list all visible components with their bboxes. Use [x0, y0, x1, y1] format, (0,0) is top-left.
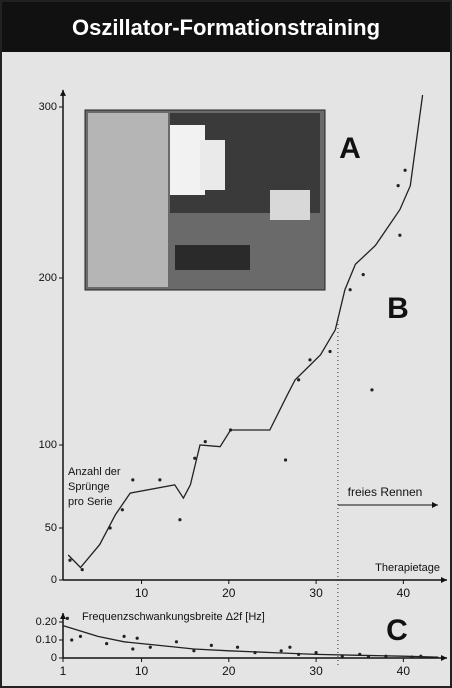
data-point: [70, 638, 73, 641]
annotation: C: [386, 614, 408, 647]
data-point: [358, 653, 361, 656]
x-tick-label: 20: [222, 664, 236, 678]
data-point: [297, 653, 300, 656]
data-point: [341, 655, 344, 658]
data-point: [398, 234, 401, 237]
photo: [85, 110, 325, 290]
data-point: [175, 640, 178, 643]
x-tick-label: 20: [222, 586, 236, 600]
y-tick-label: 0: [51, 574, 57, 586]
data-point: [384, 655, 387, 658]
chart-title: Oszillator-Formationstraining: [72, 15, 380, 40]
data-point: [193, 457, 196, 460]
phase-label: freies Rennen: [348, 485, 423, 499]
data-point: [314, 651, 317, 654]
data-point: [68, 559, 71, 562]
data-point: [81, 568, 84, 571]
data-point: [66, 617, 69, 620]
data-point: [236, 646, 239, 649]
data-point: [419, 655, 422, 658]
data-point: [253, 651, 256, 654]
x-tick-label: 40: [397, 664, 411, 678]
data-point: [131, 478, 134, 481]
data-point: [79, 635, 82, 638]
data-point: [404, 169, 407, 172]
data-point: [397, 184, 400, 187]
data-point: [410, 656, 413, 659]
data-point: [328, 350, 331, 353]
data-point: [192, 649, 195, 652]
data-point: [105, 642, 108, 645]
y-tick-label: 0.20: [36, 616, 57, 628]
data-point: [210, 644, 213, 647]
x-tick-label: 30: [309, 664, 323, 678]
data-point: [349, 288, 352, 291]
y-axis-label: Sprünge: [68, 481, 110, 493]
data-point: [178, 518, 181, 521]
frame: [1, 1, 451, 687]
data-point: [229, 428, 232, 431]
data-point: [149, 646, 152, 649]
data-point: [284, 458, 287, 461]
annotation: B: [387, 292, 409, 325]
y-axis-label: pro Serie: [68, 496, 113, 508]
y-axis-label: Frequenzschwankungsbreite Δ2f [Hz]: [82, 611, 265, 623]
data-point: [121, 508, 124, 511]
data-point: [367, 656, 370, 659]
x-tick-label: 10: [135, 586, 149, 600]
data-point: [280, 649, 283, 652]
data-point: [362, 273, 365, 276]
annotation: A: [339, 132, 361, 165]
data-point: [308, 358, 311, 361]
data-point: [288, 646, 291, 649]
data-point: [131, 647, 134, 650]
data-point: [158, 478, 161, 481]
data-point: [109, 526, 112, 529]
y-tick-label: 0.10: [36, 634, 57, 646]
data-point: [297, 378, 300, 381]
y-tick-label: 50: [45, 522, 57, 534]
data-point: [204, 440, 207, 443]
page: Oszillator-Formationstraining 0501002003…: [0, 0, 452, 688]
x-axis-label: Therapietage: [375, 562, 440, 574]
y-tick-label: 200: [39, 272, 57, 284]
data-point: [136, 637, 139, 640]
y-axis-label: Anzahl der: [68, 466, 121, 478]
x-tick-label: 30: [309, 586, 323, 600]
x-tick-label: 1: [60, 664, 67, 678]
data-point: [370, 388, 373, 391]
y-tick-label: 100: [39, 439, 57, 451]
y-tick-label: 300: [39, 101, 57, 113]
x-tick-label: 10: [135, 664, 149, 678]
y-tick-label: 0: [51, 652, 57, 664]
x-tick-label: 40: [397, 586, 411, 600]
data-point: [122, 635, 125, 638]
